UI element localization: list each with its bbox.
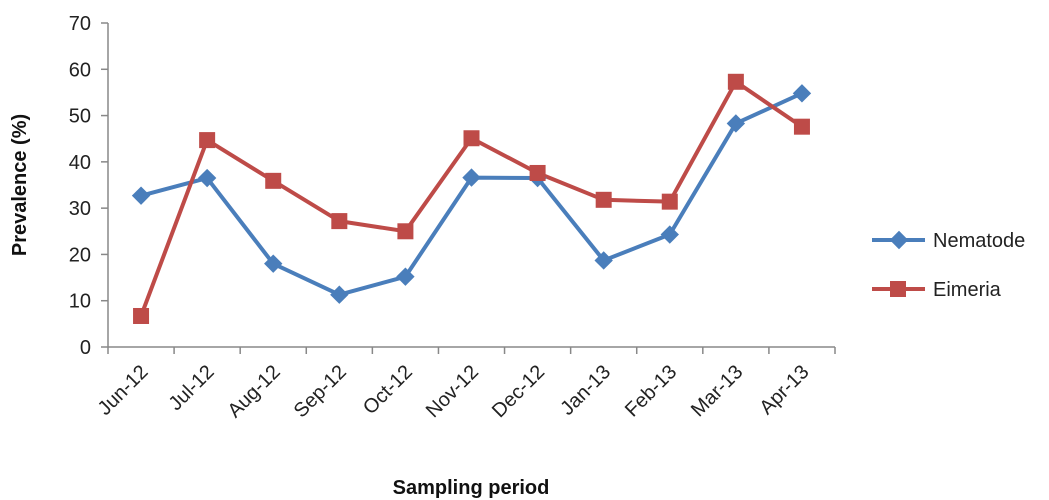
data-point-nematode: [396, 267, 415, 286]
y-tick-label: 70: [69, 13, 91, 35]
data-point-nematode: [197, 168, 217, 188]
y-tick-label: 0: [80, 337, 91, 359]
data-point-nematode: [131, 186, 151, 205]
data-point-eimeria: [727, 73, 744, 90]
series-layer: [131, 73, 812, 324]
data-point-eimeria: [661, 193, 678, 210]
legend-label-nematode: Nematode: [933, 230, 1025, 252]
legend-item-nematode: Nematode: [872, 230, 1025, 252]
data-point-eimeria: [793, 118, 810, 135]
data-point-nematode: [264, 254, 283, 273]
legend: Nematode Eimeria: [872, 230, 1025, 301]
data-point-nematode: [594, 251, 613, 270]
y-axis-title: Prevalence (%): [9, 114, 31, 256]
data-point-nematode: [330, 285, 349, 304]
data-point-nematode: [660, 225, 679, 244]
y-tick-label: 40: [69, 152, 91, 174]
data-point-eimeria: [595, 191, 612, 208]
x-axis-title: Sampling period: [393, 477, 550, 499]
y-tick-label: 60: [69, 59, 91, 81]
data-point-eimeria: [463, 130, 480, 147]
data-point-eimeria: [529, 164, 546, 181]
data-point-eimeria: [199, 132, 216, 149]
y-tick-label: 20: [69, 244, 91, 266]
legend-item-eimeria: Eimeria: [872, 279, 1002, 301]
data-point-eimeria: [331, 213, 348, 230]
y-tick-label: 10: [69, 291, 91, 313]
data-point-eimeria: [397, 223, 414, 240]
y-ticks: 0 10 20 30 40 50 60 70: [69, 13, 108, 359]
legend-label-eimeria: Eimeria: [933, 279, 1002, 301]
data-point-nematode: [792, 84, 812, 103]
data-point-nematode: [726, 114, 746, 133]
legend-marker-eimeria: [890, 281, 906, 297]
data-point-nematode: [462, 168, 481, 187]
data-point-eimeria: [133, 307, 150, 324]
y-tick-label: 30: [69, 198, 91, 220]
legend-marker-nematode: [889, 230, 909, 250]
y-tick-label: 50: [69, 106, 91, 128]
data-point-eimeria: [265, 172, 282, 189]
